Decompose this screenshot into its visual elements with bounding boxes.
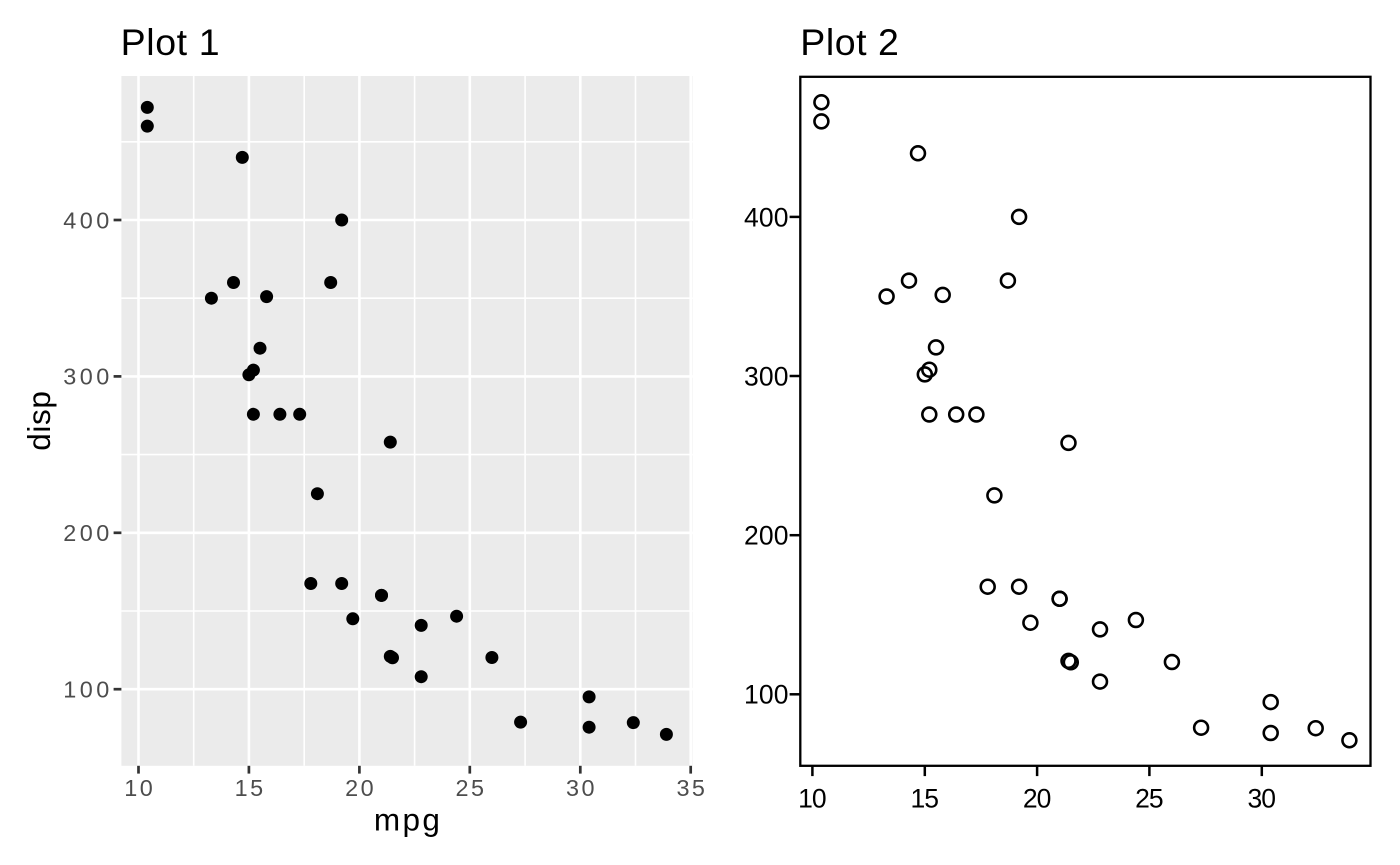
svg-text:30: 30 — [566, 775, 595, 801]
svg-text:disp: disp — [21, 391, 57, 451]
svg-text:35: 35 — [676, 775, 705, 801]
svg-text:100: 100 — [63, 677, 109, 703]
svg-text:200: 200 — [744, 521, 789, 551]
svg-text:100: 100 — [744, 680, 789, 710]
svg-text:30: 30 — [1248, 784, 1277, 814]
svg-text:25: 25 — [456, 775, 485, 801]
svg-text:400: 400 — [63, 207, 109, 233]
svg-text:400: 400 — [744, 202, 789, 232]
svg-text:15: 15 — [911, 784, 940, 814]
svg-text:10: 10 — [124, 775, 153, 801]
svg-text:300: 300 — [63, 364, 109, 390]
svg-text:200: 200 — [63, 520, 109, 546]
svg-text:mpg: mpg — [374, 802, 440, 838]
svg-text:15: 15 — [235, 775, 264, 801]
svg-text:20: 20 — [1023, 784, 1052, 814]
svg-text:10: 10 — [798, 784, 827, 814]
svg-text:Plot 1: Plot 1 — [121, 21, 220, 63]
svg-text:Plot 2: Plot 2 — [800, 21, 899, 63]
svg-text:25: 25 — [1135, 784, 1164, 814]
svg-text:20: 20 — [345, 775, 374, 801]
svg-text:300: 300 — [744, 361, 789, 391]
